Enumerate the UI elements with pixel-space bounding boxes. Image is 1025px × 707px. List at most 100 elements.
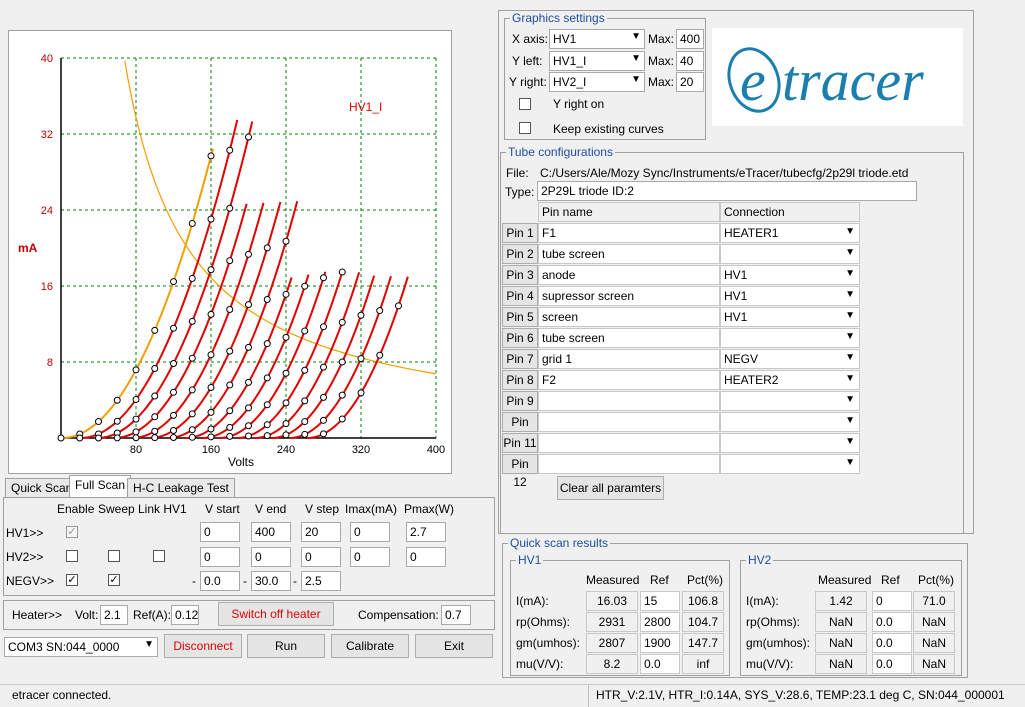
disconnect-button[interactable]: Disconnect [164, 634, 242, 658]
pin-name-cell-4[interactable]: supressor screen [538, 286, 720, 306]
hv2-pmax-input[interactable]: 0 [406, 547, 446, 567]
yright-select[interactable]: HV2_I ▼ [549, 72, 645, 92]
hv2-measured-value: NaN [815, 612, 867, 632]
clear-all-button[interactable]: Clear all paramters [557, 476, 664, 500]
pin-name-cell-3[interactable]: anode [538, 265, 720, 285]
data-point [263, 244, 271, 252]
switch-off-heater-button[interactable]: Switch off heater [218, 602, 334, 626]
ylmax-input[interactable]: 40 [676, 51, 704, 71]
pin-button-3[interactable]: Pin 3 [502, 265, 538, 285]
hv2-ref-input[interactable]: 0.0 [872, 612, 912, 632]
yrmax-input[interactable]: 20 [676, 72, 704, 92]
hv1-vend-input[interactable]: 400 [251, 522, 291, 542]
pin-connection-select-4[interactable]: HV1 ▼ [720, 286, 860, 306]
hv1-row-label: gm(umhos): [516, 636, 581, 650]
pin-connection-select-2[interactable]: ▼ [720, 244, 860, 264]
chevron-down-icon: ▼ [845, 226, 855, 237]
pin-connection-select-11[interactable]: ▼ [720, 433, 860, 453]
pin-name-cell-7[interactable]: grid 1 [538, 349, 720, 369]
pin-connection-select-3[interactable]: HV1 ▼ [720, 265, 860, 285]
pin-name-cell-12[interactable] [538, 454, 720, 474]
negv-vstep-input[interactable]: 2.5 [301, 571, 341, 591]
pin-name-cell-8[interactable]: F2 [538, 370, 720, 390]
chevron-down-icon: ▼ [631, 74, 641, 85]
hv2-link-checkbox[interactable] [153, 550, 165, 562]
pin-connection-select-5[interactable]: HV1 ▼ [720, 307, 860, 327]
pin-button-9[interactable]: Pin 9 [502, 391, 538, 411]
pin-button-1[interactable]: Pin 1 [502, 223, 538, 243]
pin-name-cell-10[interactable] [538, 412, 720, 432]
hv1-ref-input[interactable]: 2800 [640, 612, 680, 632]
pin-name-cell-6[interactable]: tube screen [538, 328, 720, 348]
yleft-select[interactable]: HV1_I ▼ [549, 51, 645, 71]
negv-enable-checkbox[interactable]: ✓ [66, 574, 78, 586]
tab-quick-scan[interactable]: Quick Scan [5, 478, 79, 498]
pin-button-4[interactable]: Pin 4 [502, 286, 538, 306]
hv1-enable-checkbox[interactable]: ✓ [66, 526, 78, 538]
curve-label: HV1_I [349, 100, 382, 114]
pin-connection-select-8[interactable]: HEATER2 ▼ [720, 370, 860, 390]
pin-name-cell-11[interactable] [538, 433, 720, 453]
run-button[interactable]: Run [247, 634, 325, 658]
pin-button-5[interactable]: Pin 5 [502, 307, 538, 327]
xaxis-label: X axis: [512, 32, 549, 46]
pin-button-8[interactable]: Pin 8 [502, 370, 538, 390]
pin-button-11[interactable]: Pin 11 [502, 433, 538, 453]
yright-on-checkbox[interactable] [519, 98, 531, 110]
hv1-ref-input[interactable]: 15 [640, 591, 680, 611]
data-point [282, 399, 290, 407]
com-port-select[interactable]: COM3 SN:044_0000 ▼ [4, 637, 158, 657]
hv2-enable-checkbox[interactable] [66, 550, 78, 562]
pin-name-cell-9[interactable] [538, 391, 720, 411]
chevron-down-icon: ▼ [845, 331, 855, 342]
compensation-input[interactable]: 0.7 [441, 605, 471, 625]
calibrate-button[interactable]: Calibrate [331, 634, 409, 658]
pin-connection-select-9[interactable]: ▼ [720, 391, 860, 411]
pin-name-cell-5[interactable]: screen [538, 307, 720, 327]
negv-vend-input[interactable]: 30.0 [251, 571, 291, 591]
heater-volt-input[interactable]: 2.1 [100, 605, 128, 625]
heater-ref-input[interactable]: 0.12 [171, 605, 199, 625]
data-point [263, 296, 271, 304]
negv-vstart-input[interactable]: 0.0 [200, 571, 240, 591]
hv1-ref-input[interactable]: 1900 [640, 633, 680, 653]
hv2-ref-input[interactable]: 0.0 [872, 633, 912, 653]
exit-button[interactable]: Exit [415, 634, 493, 658]
hv1-vstep-input[interactable]: 20 [301, 522, 341, 542]
hv2-imax-input[interactable]: 0 [350, 547, 390, 567]
type-input[interactable]: 2P29L triode ID:2 [537, 181, 917, 201]
tab-full-scan[interactable]: Full Scan [69, 475, 132, 498]
hv1-vstart-input[interactable]: 0 [200, 522, 240, 542]
hv2-vstep-input[interactable]: 0 [301, 547, 341, 567]
pin-connection-select-12[interactable]: ▼ [720, 454, 860, 474]
chevron-down-icon: ▼ [631, 53, 641, 64]
hv2-vend-input[interactable]: 0 [251, 547, 291, 567]
pin-button-10[interactable]: Pin 10 [502, 412, 538, 447]
xmax-input[interactable]: 400 [676, 29, 704, 49]
hv1-imax-input[interactable]: 0 [350, 522, 390, 542]
pin-connection-select-1[interactable]: HEATER1 ▼ [720, 223, 860, 243]
pin-button-7[interactable]: Pin 7 [502, 349, 538, 369]
pin-connection-select-6[interactable]: ▼ [720, 328, 860, 348]
data-point [113, 434, 121, 442]
hv1-pct-value: 147.7 [682, 633, 724, 653]
hv2-ref-input[interactable]: 0.0 [872, 654, 912, 674]
xaxis-select[interactable]: HV1 ▼ [549, 29, 645, 49]
keep-curves-checkbox[interactable] [519, 122, 531, 134]
hv2-sweep-checkbox[interactable] [108, 550, 120, 562]
hv1-pmax-input[interactable]: 2.7 [406, 522, 446, 542]
header-vstep: V step [305, 502, 340, 516]
negv-sweep-checkbox[interactable]: ✓ [108, 574, 120, 586]
plate-curve-8 [201, 274, 310, 439]
hv1-ref-input[interactable]: 0.0 [640, 654, 680, 674]
pin-button-2[interactable]: Pin 2 [502, 244, 538, 264]
pin-connection-select-7[interactable]: NEGV ▼ [720, 349, 860, 369]
pin-connection-select-10[interactable]: ▼ [720, 412, 860, 432]
pin-name-cell-2[interactable]: tube screen [538, 244, 720, 264]
tab-hc-leakage[interactable]: H-C Leakage Test [127, 478, 235, 498]
pin-button-12[interactable]: Pin 12 [502, 454, 538, 489]
hv2-vstart-input[interactable]: 0 [200, 547, 240, 567]
pin-button-6[interactable]: Pin 6 [502, 328, 538, 348]
pin-name-cell-1[interactable]: F1 [538, 223, 720, 243]
hv2-ref-input[interactable]: 0 [872, 591, 912, 611]
